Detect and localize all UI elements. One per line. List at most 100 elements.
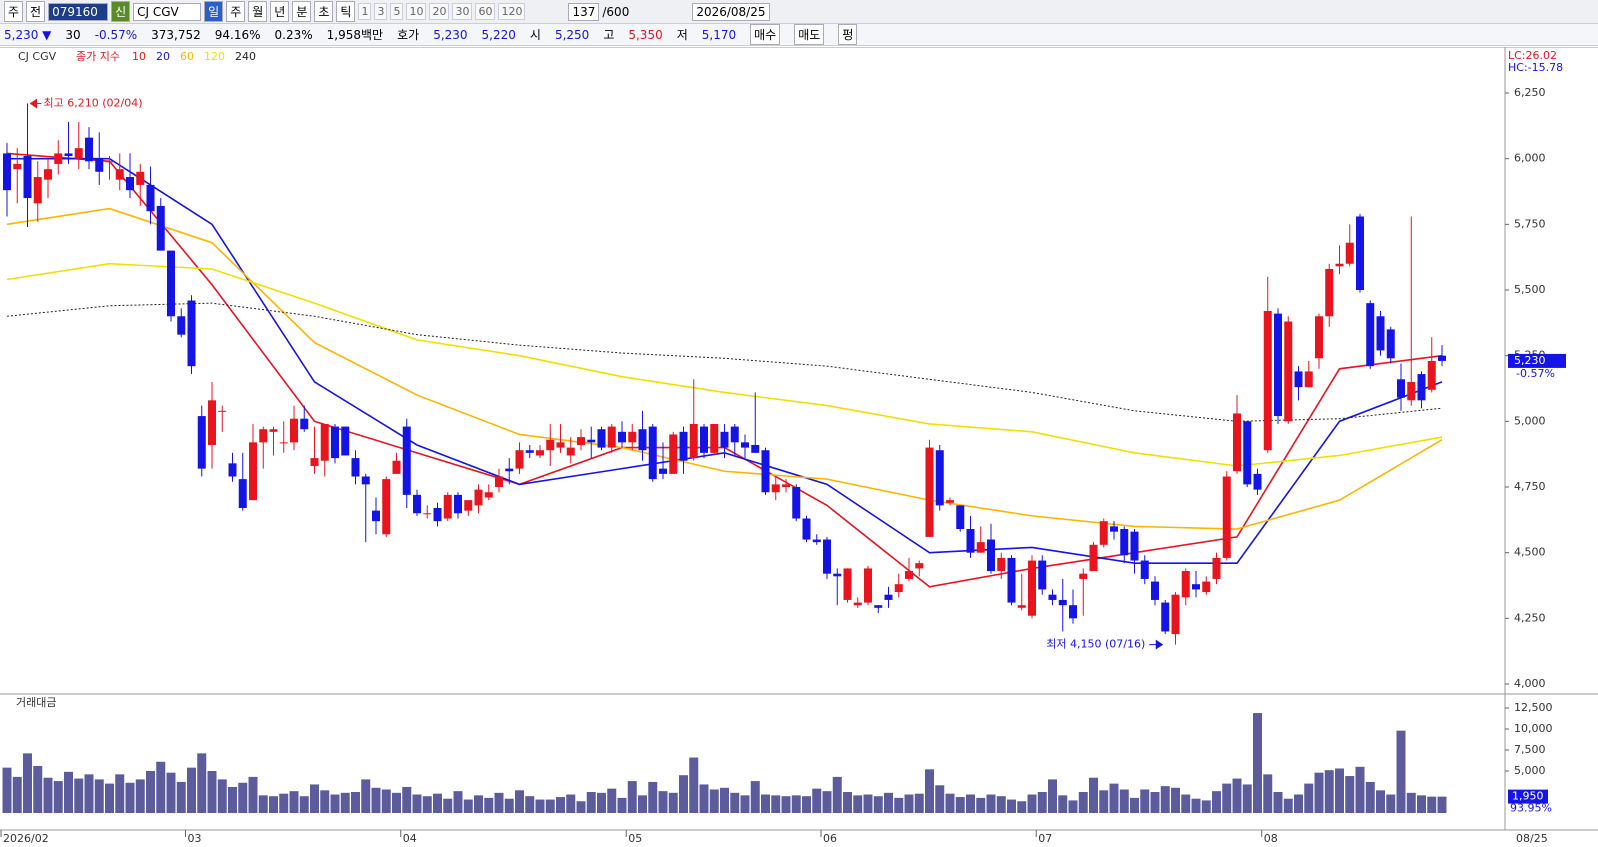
volume-bar [1253,713,1262,813]
volume-title: 거래대금 [16,696,56,709]
candle-body [1304,371,1313,388]
trade-button[interactable]: 펑 [838,24,858,45]
candle-body [1222,476,1231,558]
candle-body [751,444,760,453]
candle-body [648,426,657,480]
unit-button[interactable]: 1 [358,3,372,20]
candle-body [105,161,114,163]
unit-button[interactable]: 30 [452,3,473,20]
volume-bar [1171,787,1180,813]
quote-price: 5,230 ▼ [4,27,52,42]
volume-bar [597,792,606,813]
candle-body [925,447,934,537]
volume-bar [1058,795,1068,813]
toolbar: 주 전 079160 신 CJ CGV 일 주 월 년 분 초 틱 1 3 5 10 20 30 60 120 137/… [0,0,1598,24]
candle-body [1202,581,1211,593]
volume-bar [269,796,278,813]
volume-bar [1109,783,1119,813]
candle-body [628,431,637,443]
candle-body [382,479,391,535]
volume-bar [904,794,914,813]
volume-bar [463,799,473,813]
candle-body [1253,473,1262,490]
volume-bar [12,776,22,813]
volume-bar [863,794,873,813]
candle-body [525,450,534,453]
candle-body [351,458,360,477]
volume-bar [1027,794,1037,813]
candle-body [433,508,442,522]
candle-body [894,584,903,593]
period-button[interactable]: 초 [314,1,334,22]
candle-body [3,153,11,191]
volume-bar [1037,792,1047,813]
volume-bar [156,761,166,813]
candle-body [1017,605,1026,608]
trade-button[interactable]: 매도 [794,24,825,45]
x-tick-label: 06 [823,832,837,845]
candle-body [218,410,227,412]
unit-button[interactable]: 3 [374,3,388,20]
menu-button[interactable]: 전 [26,1,46,22]
candle-body [679,431,688,461]
volume-bar [94,779,104,813]
candle-body [587,439,596,443]
volume-bar [361,779,371,813]
candle-body [618,431,626,443]
unit-button[interactable]: 20 [429,3,450,20]
volume-bar [1427,796,1437,813]
candle-body [423,513,432,515]
volume-bar [176,781,186,813]
candle-body [1366,303,1375,367]
unit-button[interactable]: 60 [475,3,496,20]
unit-button[interactable]: 5 [390,3,404,20]
volume-bar [504,798,514,813]
volume-bar [187,767,196,813]
candle-body [720,431,729,448]
volume-bar [750,781,760,813]
candle-body [1263,311,1272,451]
volume-bar [402,786,412,813]
unit-button[interactable]: 10 [406,3,427,20]
stock-name: CJ CGV [133,2,202,21]
x-tick-label: 2026/02 [3,832,49,845]
menu-button[interactable]: 주 [4,1,24,22]
candle-body [392,460,401,474]
volume-bar [638,795,647,813]
volume-bar [340,792,350,813]
unit-button[interactable]: 120 [498,3,526,20]
volume-bar [699,784,709,813]
candle-body [1048,594,1057,600]
candle-body [1130,531,1139,561]
period-button[interactable]: 월 [248,1,268,22]
date-input[interactable]: 2026/08/25 [692,2,770,21]
y-tick-label: 4,500 [1514,546,1546,559]
volume-bar [709,789,719,813]
candle-body [1171,594,1180,635]
volume-bar [1212,791,1221,813]
candle-body [1427,360,1436,390]
x-tick-label: 04 [403,832,417,845]
period-button[interactable]: 분 [292,1,312,22]
volume-bar [84,774,94,813]
trade-button[interactable]: 매수 [750,24,781,45]
period-button[interactable]: 년 [270,1,290,22]
volume-bar [832,776,842,813]
period-button[interactable]: 일 [204,1,224,22]
candle-body [208,400,216,445]
volume-bar [545,799,555,813]
volume-bar [299,796,309,813]
volume-bar [74,778,84,813]
candle-body [33,177,42,204]
candle-body [44,169,52,180]
candle-body [1407,381,1416,401]
code-input[interactable]: 079160 [48,2,109,21]
period-button[interactable]: 주 [226,1,246,22]
volume-bar [884,792,893,813]
annotation: 최저 4,150 (07/16) [1046,638,1145,651]
quote-amount: 1,958백만 [326,28,384,42]
volume-bar [422,796,432,813]
candle-body [546,439,555,451]
period-button[interactable]: 틱 [336,1,356,22]
count-input[interactable]: 137 [568,2,600,21]
